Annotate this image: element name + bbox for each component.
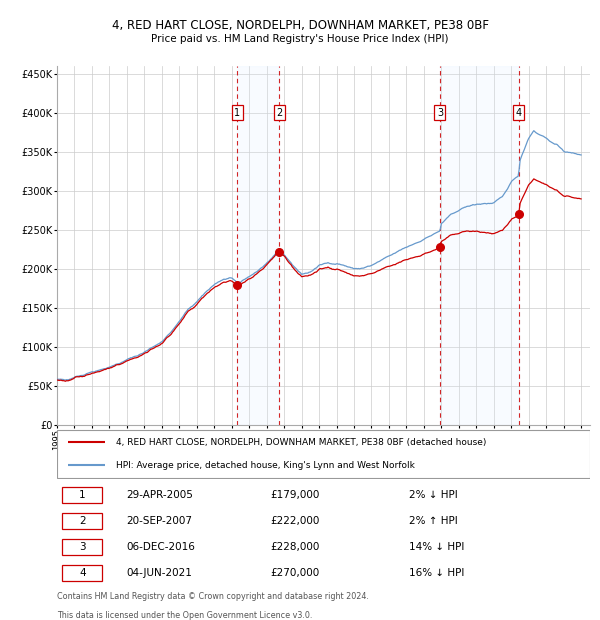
- Text: 3: 3: [437, 108, 443, 118]
- Text: 14% ↓ HPI: 14% ↓ HPI: [409, 542, 464, 552]
- Text: 2% ↓ HPI: 2% ↓ HPI: [409, 490, 457, 500]
- Bar: [440, 66, 518, 425]
- Text: 04-JUN-2021: 04-JUN-2021: [126, 568, 192, 578]
- Text: £179,000: £179,000: [270, 490, 319, 500]
- Text: Price paid vs. HM Land Registry's House Price Index (HPI): Price paid vs. HM Land Registry's House …: [151, 34, 449, 44]
- Text: 2% ↑ HPI: 2% ↑ HPI: [409, 516, 457, 526]
- Text: 1: 1: [235, 108, 241, 118]
- FancyBboxPatch shape: [62, 487, 102, 503]
- Text: This data is licensed under the Open Government Licence v3.0.: This data is licensed under the Open Gov…: [57, 611, 313, 620]
- Text: £270,000: £270,000: [270, 568, 319, 578]
- FancyBboxPatch shape: [62, 565, 102, 581]
- Text: 4: 4: [515, 108, 521, 118]
- Text: £222,000: £222,000: [270, 516, 319, 526]
- Text: 20-SEP-2007: 20-SEP-2007: [126, 516, 192, 526]
- Text: 2: 2: [276, 108, 283, 118]
- Text: 2: 2: [79, 516, 86, 526]
- FancyBboxPatch shape: [62, 539, 102, 555]
- Text: 16% ↓ HPI: 16% ↓ HPI: [409, 568, 464, 578]
- Text: 4, RED HART CLOSE, NORDELPH, DOWNHAM MARKET, PE38 0BF (detached house): 4, RED HART CLOSE, NORDELPH, DOWNHAM MAR…: [116, 438, 486, 447]
- Text: 4, RED HART CLOSE, NORDELPH, DOWNHAM MARKET, PE38 0BF: 4, RED HART CLOSE, NORDELPH, DOWNHAM MAR…: [112, 19, 488, 32]
- Text: 06-DEC-2016: 06-DEC-2016: [126, 542, 195, 552]
- Text: 4: 4: [79, 568, 86, 578]
- FancyBboxPatch shape: [57, 430, 590, 477]
- Text: 1: 1: [79, 490, 86, 500]
- Text: Contains HM Land Registry data © Crown copyright and database right 2024.: Contains HM Land Registry data © Crown c…: [57, 591, 369, 601]
- Bar: [238, 66, 279, 425]
- Text: 29-APR-2005: 29-APR-2005: [126, 490, 193, 500]
- Text: HPI: Average price, detached house, King's Lynn and West Norfolk: HPI: Average price, detached house, King…: [116, 461, 415, 470]
- Text: 3: 3: [79, 542, 86, 552]
- FancyBboxPatch shape: [62, 513, 102, 529]
- Text: £228,000: £228,000: [270, 542, 319, 552]
